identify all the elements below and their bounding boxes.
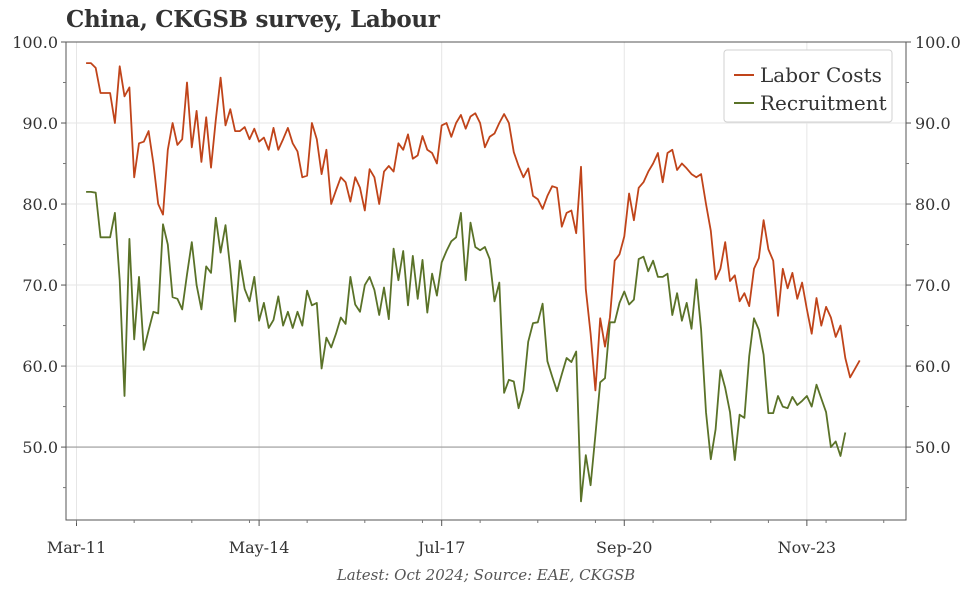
x-tick-label: Mar-11 (47, 538, 106, 557)
legend-label: Labor Costs (760, 63, 882, 87)
series-line-labor-costs (86, 62, 861, 392)
y-tick-label-left: 60.0 (22, 357, 58, 376)
x-tick-label: Nov-23 (778, 538, 836, 557)
y-tick-label-left: 100.0 (12, 33, 58, 52)
chart-title: China, CKGSB survey, Labour (66, 6, 440, 33)
y-tick-label-right: 50.0 (915, 438, 951, 457)
legend: Labor Costs Recruitment (723, 49, 893, 123)
x-tick-label: Sep-20 (596, 538, 652, 557)
series-lines (86, 62, 861, 503)
legend-label: Recruitment (760, 91, 887, 115)
y-tick-label-left: 50.0 (22, 438, 58, 457)
grid (66, 41, 906, 520)
plot-frame (65, 41, 907, 521)
y-tick-label-right: 60.0 (915, 357, 951, 376)
series-line-recruitment (86, 191, 847, 503)
y-tick-label-right: 90.0 (915, 114, 951, 133)
legend-box (723, 49, 893, 123)
y-tick-label-left: 70.0 (22, 276, 58, 295)
axes: 50.0 50.0 60.0 60.0 70.0 70.0 80.0 80.0 90.0 90.0… (12, 33, 961, 557)
y-tick-label-right: 70.0 (915, 276, 951, 295)
y-tick-label-left: 90.0 (22, 114, 58, 133)
y-tick-label-right: 100.0 (915, 33, 961, 52)
y-tick-label-right: 80.0 (915, 195, 951, 214)
x-tick-label: Jul-17 (416, 538, 466, 557)
source-caption: Latest: Oct 2024; Source: EAE, CKGSB (336, 566, 636, 584)
y-tick-label-left: 80.0 (22, 195, 58, 214)
x-tick-label: May-14 (229, 538, 290, 557)
